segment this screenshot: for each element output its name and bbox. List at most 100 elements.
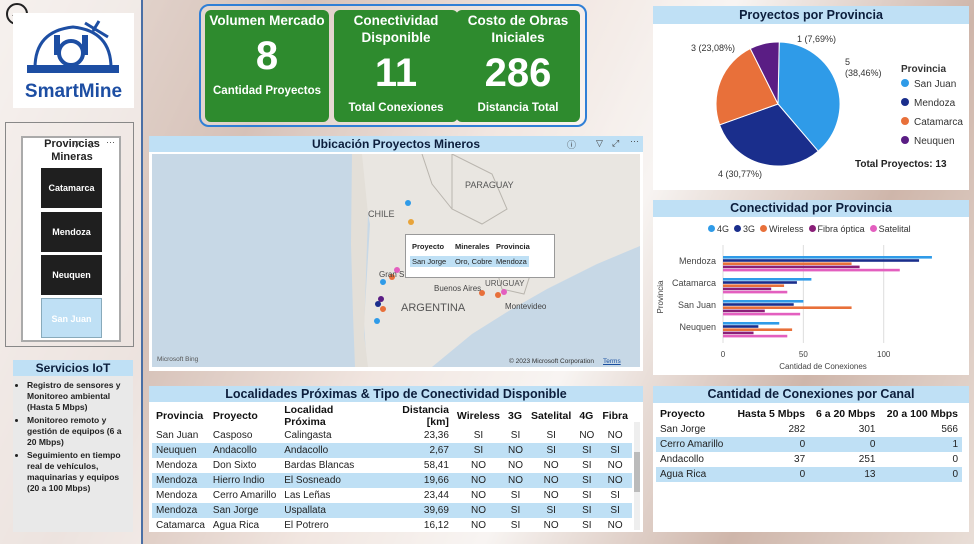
pie-slice-san-juan[interactable] [777,41,841,152]
map-terms-link[interactable]: Terms [603,358,621,365]
map-canvas[interactable] [152,154,640,367]
table-row[interactable]: Agua Rica 0 13 0 [656,467,962,482]
bar-satelital-catamarca[interactable] [723,290,788,294]
legend-item[interactable]: 3G [734,224,755,234]
table-row[interactable]: San Jorge 282 301 566 [656,422,962,437]
column-header[interactable]: 3G [508,410,523,422]
column-header[interactable]: Wireless [456,410,501,422]
kpi-title: Volumen Mercado [209,13,325,28]
pie-chart[interactable] [708,34,848,174]
tooltip-cell: Mendoza [496,257,527,266]
table-row[interactable]: Catamarca Agua Rica El Potrero 16,12 NO SI NO S… [152,518,632,533]
slicer-item-san-juan[interactable]: San Juan [41,298,102,338]
kpi-conectividad: Conectividad Disponible 11 Total Conexio… [334,10,458,122]
legend-item[interactable]: San Juan [901,79,963,98]
slicer-item-mendoza[interactable]: Mendoza [41,212,102,252]
more-icon[interactable]: ··· [106,137,115,147]
bar-fibra-óptica-neuquen[interactable] [723,331,754,335]
pie-slice-catamarca[interactable] [715,47,779,126]
bar-4g-catamarca[interactable] [723,278,812,281]
bar-satelital-san-juan[interactable] [723,312,801,316]
map-label-gran: Gran S [379,270,405,279]
slicer-item-catamarca[interactable]: Catamarca [41,168,102,208]
legend-item[interactable]: Catamarca [901,117,963,136]
pie-slice-neuquen[interactable] [749,41,780,105]
bar-satelital-mendoza[interactable] [723,268,900,272]
pie-slice-mendoza[interactable] [718,103,819,167]
slicer-item-neuquen[interactable]: Neuquen [41,255,102,295]
bar-satelital-neuquen[interactable] [723,334,788,338]
table-row[interactable]: Andacollo 37 251 0 [656,452,962,467]
column-header[interactable]: Satelital [531,410,572,422]
table-cell: NO [470,460,486,471]
column-header[interactable]: 6 a 20 Mbps [815,408,876,420]
bar-fibra-óptica-mendoza[interactable] [723,265,860,269]
pie-label-san-juan: 5 [845,57,851,67]
column-header[interactable]: Proyecto [660,408,705,420]
legend-label: San Juan [914,79,957,90]
legend-label: Satelital [878,224,911,234]
legend-item[interactable]: 4G [708,224,729,234]
column-header[interactable]: Fibra [602,410,628,422]
column-header[interactable]: Provincia [156,410,204,422]
bar-wireless-mendoza[interactable] [723,262,852,265]
column-header[interactable]: 20 a 100 Mbps [886,408,958,420]
bar-4g-san-juan[interactable] [723,300,804,303]
table-cell: 301 [858,424,876,435]
table-cell: SI [575,503,599,518]
bar-4g-neuquen[interactable] [723,322,780,325]
table-row[interactable]: Mendoza Don Sixto Bardas Blancas 58,41 NO NO N… [152,458,632,473]
legend-item[interactable]: Fibra óptica [808,224,865,234]
focus-icon[interactable]: ⤢ [89,139,97,149]
column-header[interactable]: Localidad Próxima [284,404,334,428]
help-icon[interactable]: ⓘ [567,140,577,150]
table-row[interactable]: Neuquen Andacollo Andacollo 2,67 SI NO SI SI SI [152,443,632,458]
legend-label: Neuquen [914,136,955,147]
filter-icon[interactable]: ▽ [73,139,80,149]
scrollbar[interactable] [634,422,640,530]
bar-wireless-san-juan[interactable] [723,306,852,309]
bar-fibra-óptica-san-juan[interactable] [723,309,765,313]
pie-panel: Proyectos por Provincia 5 (38,46%) 4 (30… [653,6,969,190]
bar-3g-san-juan[interactable] [723,303,794,306]
table-cell: NO [452,473,505,488]
table-row[interactable]: Mendoza Cerro Amarillo Las Leñas 23,44 NO SI N… [152,488,632,503]
table-row[interactable]: Mendoza Hierro Indio El Sosneado 19,66 NO NO N… [152,473,632,488]
more-icon[interactable]: ··· [630,136,639,146]
bar-legend: 4G 3G Wireless Fibra óptica Satelital [708,224,916,234]
bar-3g-neuquen[interactable] [723,325,759,328]
table-row[interactable]: San Juan Casposo Calingasta 23,36 SI SI SI NO NO [152,428,632,443]
table-row[interactable]: Cerro Amarillo 0 0 1 [656,437,962,452]
column-header[interactable]: 4G [579,410,594,422]
legend-item[interactable]: Satelital [869,224,911,234]
legend-item[interactable]: Mendoza [901,98,963,117]
iot-list: Registro de sensores y Monitoreo ambient… [27,380,131,494]
bar-wireless-catamarca[interactable] [723,284,785,287]
table-cell: Cerro Amarillo [656,437,731,452]
column-header[interactable]: Proyecto [212,410,258,422]
tooltip-cell: San Jorge [412,257,447,266]
map-credit: © 2023 Microsoft Corporation [509,358,594,365]
legend-label: 3G [743,224,756,234]
filter-icon[interactable]: ▽ [596,138,603,148]
bar-3g-mendoza[interactable] [723,259,920,262]
table-cell: 1 [879,437,962,452]
bar-fibra-óptica-catamarca[interactable] [723,287,772,291]
table-cell: SI [527,443,576,458]
column-header[interactable]: Hasta 5 Mbps [737,408,806,420]
y-tick-label: Neuquen [679,322,716,332]
bar-chart[interactable]: 0 50 100 Mendoza Catamarca San Juan Neuquen Can… [653,235,969,375]
bar-wireless-neuquen[interactable] [723,328,793,331]
bar-4g-mendoza[interactable] [723,256,932,259]
localidades-panel: Localidades Próximas & Tipo de Conectivi… [149,386,643,532]
table-cell: Mendoza [152,473,209,488]
legend-item[interactable]: Wireless [760,224,804,234]
focus-icon[interactable]: ⤢ [612,138,620,148]
column-header[interactable]: Distancia [km] [402,404,449,428]
map-label-uruguay: URUGUAY [485,279,525,288]
legend-item[interactable]: Neuquen [901,136,963,155]
table-row[interactable]: Mendoza San Jorge Uspallata 39,69 NO SI SI SI SI [152,503,632,518]
table-cell: SI [504,503,528,518]
logo-panel: SmartMine [13,13,134,108]
bar-3g-catamarca[interactable] [723,281,797,284]
